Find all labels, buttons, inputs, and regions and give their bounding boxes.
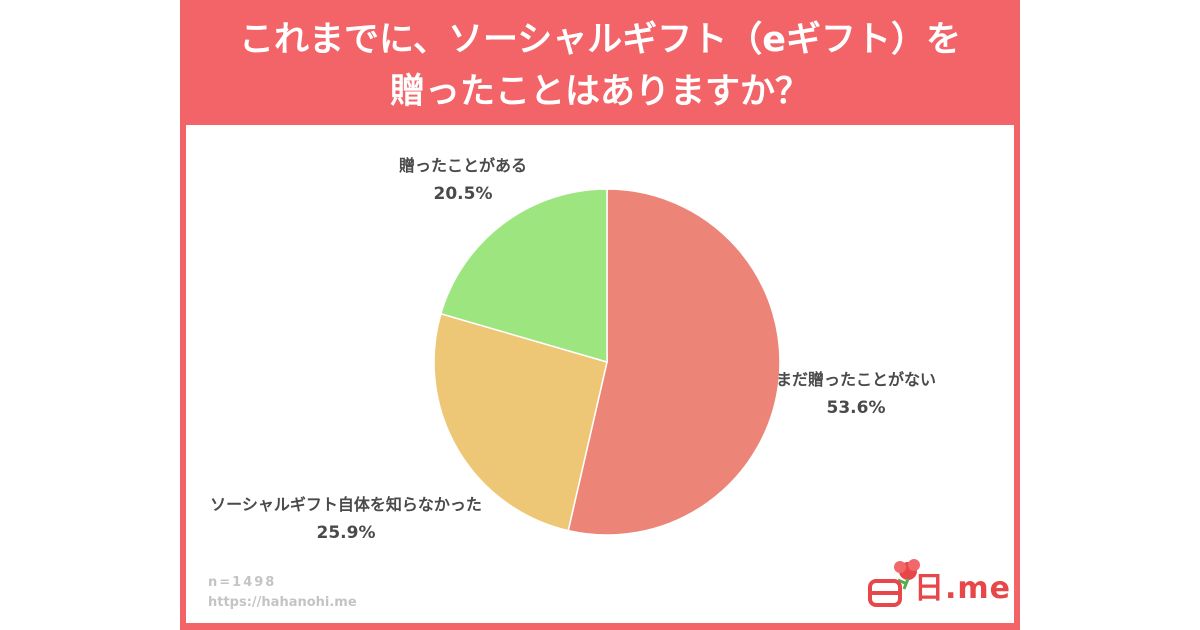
sample-size: n=1498	[208, 575, 277, 590]
pie-slices	[433, 188, 781, 536]
title-line-2: 贈ったことはありますか？	[389, 72, 810, 112]
slice-unknown	[433, 312, 608, 532]
slice-label-never-sent: まだ贈ったことがない	[776, 370, 936, 389]
pie-chart: まだ贈ったことがない 53.6% ソーシャルギフト自体を知らなかった 25.9%…	[210, 156, 936, 543]
slice-value-unknown: 25.9%	[317, 523, 376, 543]
slice-value-sent: 20.5%	[434, 184, 493, 204]
slice-label-sent: 贈ったことがある	[399, 156, 527, 175]
chart-frame: これまでに、ソーシャルギフト（eギフト）を 贈ったことはありますか？ まだ贈った…	[180, 0, 1020, 630]
slice-sent	[439, 188, 608, 363]
source-url: https://hahanohi.me	[208, 595, 357, 610]
logo-text: 日.me	[914, 571, 1012, 606]
chart-panel: まだ贈ったことがない 53.6% ソーシャルギフト自体を知らなかった 25.9%…	[186, 125, 1014, 623]
chart-title: これまでに、ソーシャルギフト（eギフト）を 贈ったことはありますか？	[180, 14, 1020, 118]
title-line-1: これまでに、ソーシャルギフト（eギフト）を	[239, 20, 961, 60]
slice-never-sent	[567, 188, 781, 536]
carnation-icon	[868, 559, 920, 607]
slice-value-never-sent: 53.6%	[827, 398, 886, 418]
slice-label-unknown: ソーシャルギフト自体を知らなかった	[210, 495, 482, 514]
brand-logo: 日.me	[864, 553, 1010, 613]
